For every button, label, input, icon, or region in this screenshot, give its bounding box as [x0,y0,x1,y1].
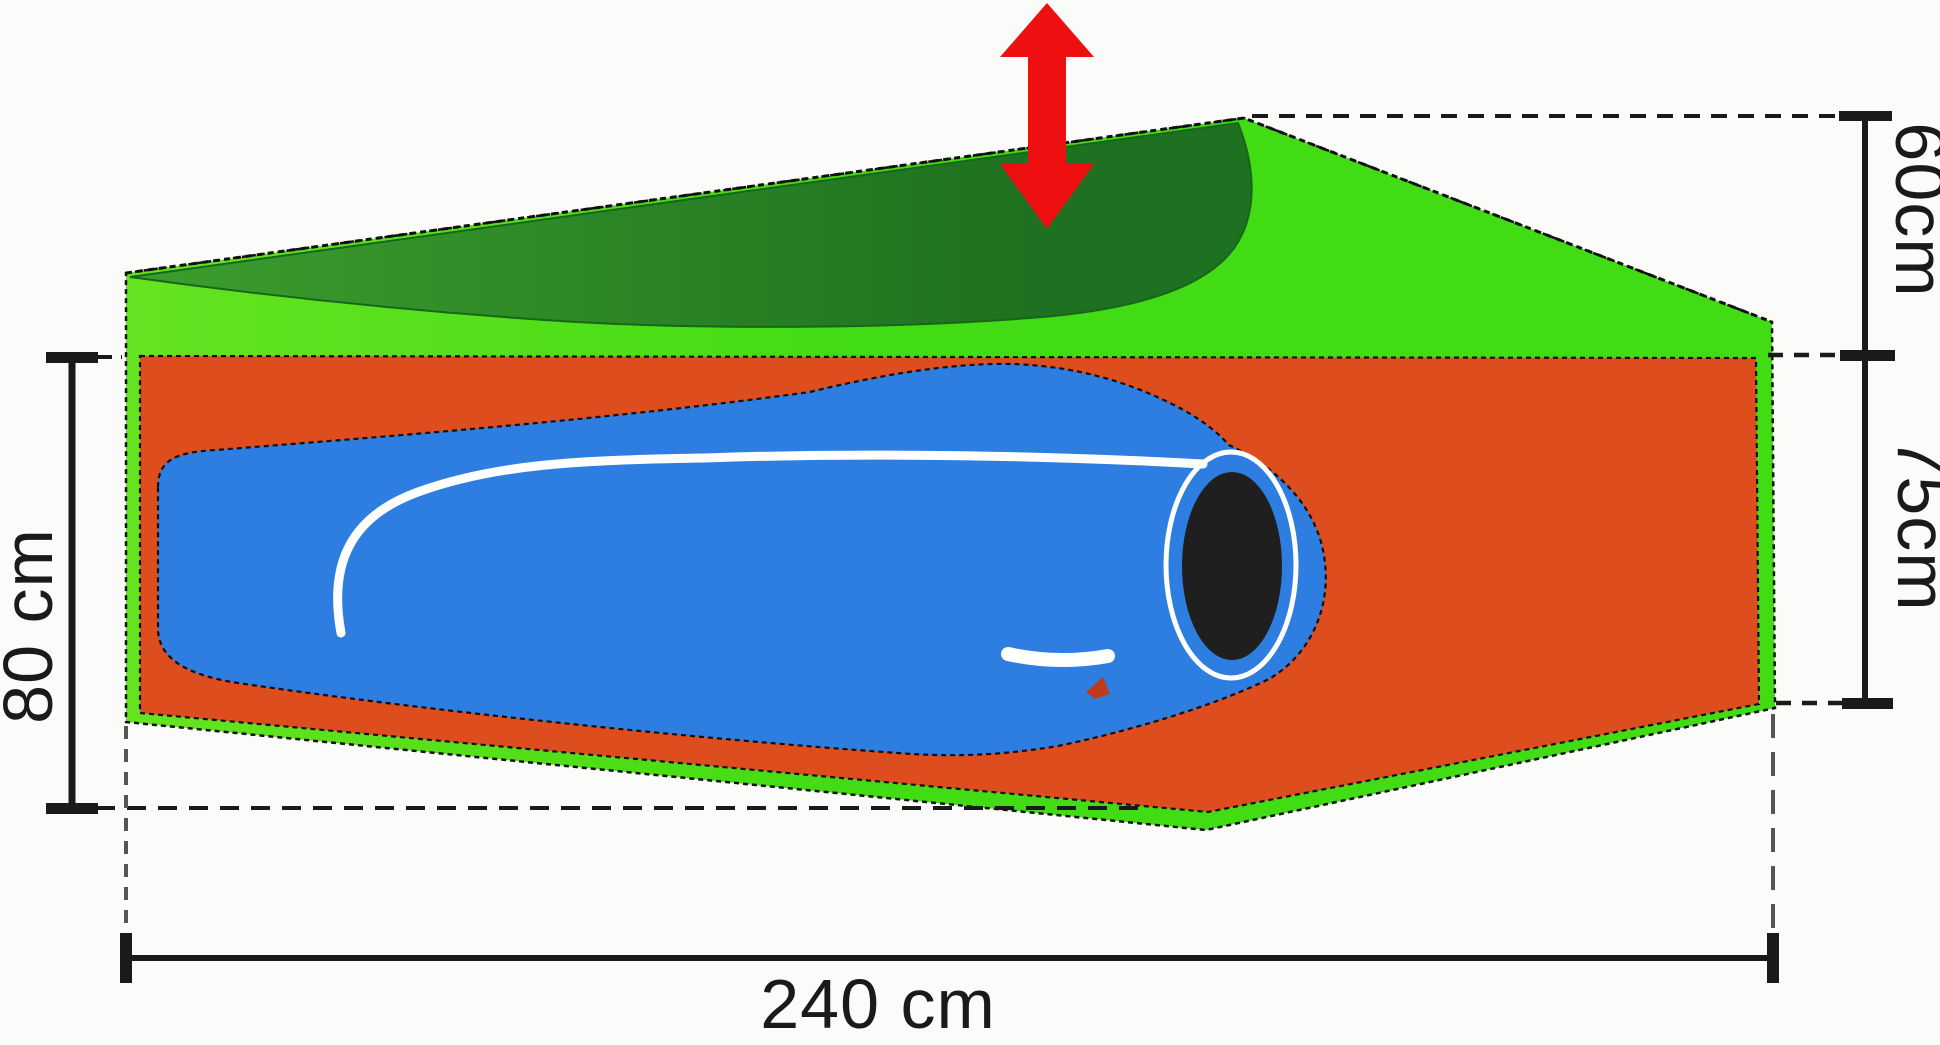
dim-cap-right-bottom [1842,698,1893,709]
brand-logo [1086,677,1110,699]
dim-label-mid-right: 75cm [1883,436,1940,611]
zipper-line [333,450,1208,638]
hood-opening [1182,472,1282,660]
zipper-pull-bar [1001,647,1115,668]
dimension-annotations: 60cm 75cm 80 cm 240 cm [0,111,1940,1043]
dim-cap-right-mid [1840,350,1895,361]
ridge-outline [125,116,1773,324]
dim-label-left: 80 cm [0,528,67,724]
dim-cap-right-top [1839,111,1892,121]
tent-illustration [124,3,1777,832]
dim-cap-bottom-right [1767,933,1779,983]
dim-cap-left-top [46,352,98,363]
inner-tent [129,121,1253,328]
dim-label-bottom: 240 cm [760,965,996,1043]
dim-cap-left-bottom [46,803,98,814]
hood-ring [1163,449,1299,681]
up-down-arrow-icon [1000,3,1094,229]
dim-label-top-right: 60cm [1881,122,1940,297]
dim-cap-bottom-left [120,933,132,983]
